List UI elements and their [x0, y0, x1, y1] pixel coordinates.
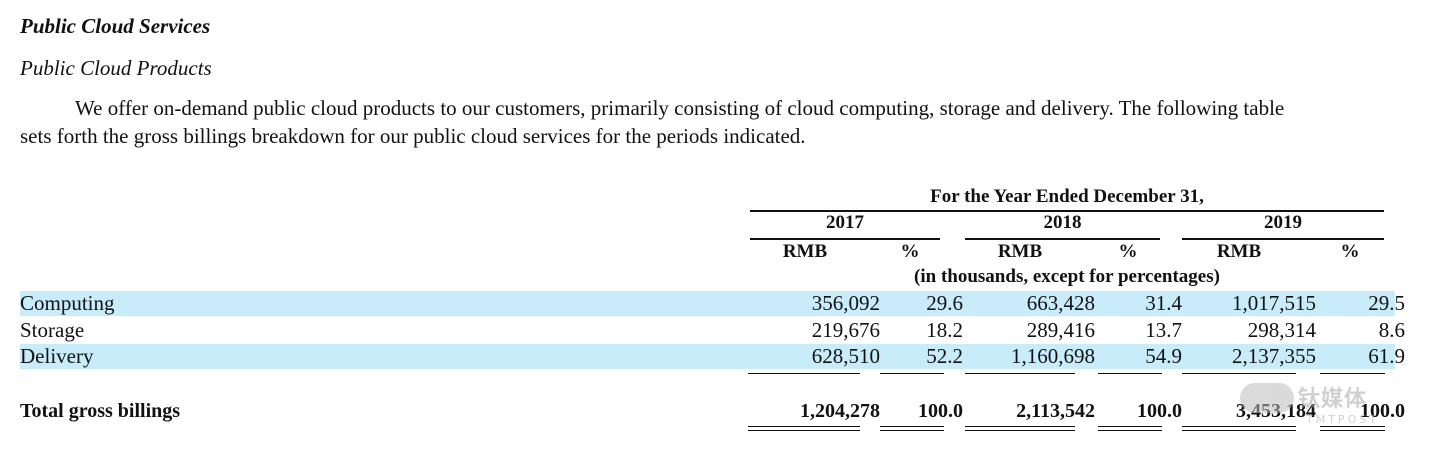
total-pct-2018: 100.0	[1137, 400, 1182, 422]
subtotal-rule	[1320, 373, 1385, 374]
cell-rmb-2018: 663,428	[1026, 291, 1095, 315]
subtotal-rule	[880, 373, 944, 374]
subtotal-rule	[1182, 373, 1296, 374]
units-note: (in thousands, except for percentages)	[914, 266, 1220, 287]
col-header-rmb-2018: RMB	[997, 241, 1043, 262]
period-header: For the Year Ended December 31,	[930, 186, 1204, 207]
cell-pct-2017: 29.6	[926, 291, 963, 315]
total-label: Total gross billings	[20, 400, 181, 422]
row-label: Delivery	[20, 344, 94, 368]
subtotal-rule	[748, 373, 860, 374]
header-rule	[750, 210, 1384, 212]
cell-rmb-2018: 289,416	[1026, 318, 1095, 342]
cell-rmb-2019: 1,017,515	[1232, 291, 1316, 315]
table-row: Delivery 628,510 52.2 1,160,698 54.9 2,1…	[20, 344, 1405, 369]
cell-rmb-2018: 1,160,698	[1011, 344, 1095, 368]
cell-rmb-2017: 356,092	[811, 291, 880, 315]
total-rmb-2017: 1,204,278	[800, 400, 880, 422]
cell-pct-2017: 52.2	[926, 344, 963, 368]
cell-pct-2019: 61.9	[1368, 344, 1405, 368]
cell-rmb-2019: 298,314	[1247, 318, 1316, 342]
section-title: Public Cloud Services	[20, 14, 211, 38]
subsection-title: Public Cloud Products	[20, 56, 212, 80]
cell-rmb-2019: 2,137,355	[1232, 344, 1316, 368]
watermark: 钛媒体 TMTPOST	[1240, 379, 1390, 427]
year-rule-2018	[965, 238, 1160, 240]
cell-rmb-2017: 219,676	[811, 318, 880, 342]
subtotal-rule	[1098, 373, 1162, 374]
col-header-rmb-2017: RMB	[782, 241, 828, 262]
cell-pct-2018: 13.7	[1145, 318, 1182, 342]
col-header-pct-2017: %	[900, 241, 920, 262]
cell-rmb-2017: 628,510	[811, 344, 880, 368]
cell-pct-2019: 8.6	[1378, 318, 1405, 342]
table-row: Computing 356,092 29.6 663,428 31.4 1,01…	[20, 291, 1405, 316]
total-rmb-2018: 2,113,542	[1016, 400, 1095, 422]
year-rule-2019	[1182, 238, 1384, 240]
total-double-rule	[965, 426, 1075, 431]
row-label: Storage	[20, 318, 85, 342]
year-rule-2017	[750, 238, 940, 240]
col-header-pct-2018: %	[1118, 241, 1138, 262]
subtotal-rule	[965, 373, 1075, 374]
cell-pct-2017: 18.2	[926, 318, 963, 342]
year-2017: 2017	[826, 212, 864, 233]
total-pct-2017: 100.0	[918, 400, 963, 422]
year-2018: 2018	[1043, 212, 1082, 233]
paragraph-line-1: We offer on-demand public cloud products…	[75, 96, 1285, 120]
year-2019: 2019	[1264, 212, 1302, 233]
total-double-rule	[1182, 426, 1296, 431]
col-header-pct-2019: %	[1340, 241, 1360, 262]
total-double-rule	[880, 426, 944, 431]
cell-pct-2018: 54.9	[1145, 344, 1182, 368]
watermark-text: 钛媒体	[1298, 387, 1368, 412]
cell-pct-2019: 29.5	[1368, 291, 1405, 315]
watermark-subtext: TMTPOST	[1306, 413, 1379, 426]
paragraph-line-2: sets forth the gross billings breakdown …	[20, 124, 806, 148]
cell-pct-2018: 31.4	[1145, 291, 1182, 315]
total-row: Total gross billings 1,204,278 100.0 2,1…	[20, 399, 1405, 424]
intro-paragraph: We offer on-demand public cloud products…	[20, 94, 1420, 150]
row-label: Computing	[20, 291, 115, 315]
total-pct-2019: 100.0	[1360, 400, 1405, 422]
total-double-rule	[1098, 426, 1162, 431]
table-row: Storage 219,676 18.2 289,416 13.7 298,31…	[20, 318, 1405, 343]
total-double-rule	[748, 426, 860, 431]
col-header-rmb-2019: RMB	[1216, 241, 1262, 262]
tmtpost-logo-icon	[1240, 383, 1294, 413]
total-double-rule	[1320, 426, 1385, 431]
